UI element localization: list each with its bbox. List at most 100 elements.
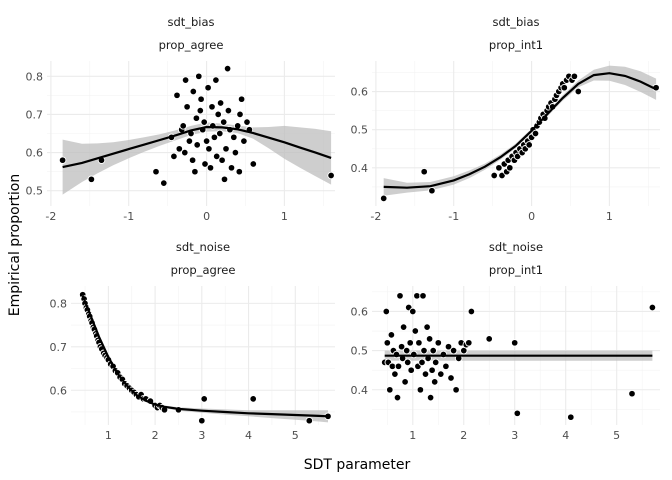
data-point [223,64,232,73]
data-point [415,339,423,347]
data-point [397,342,406,351]
data-point [387,331,396,339]
data-point [196,106,205,115]
data-point [418,358,426,367]
fit-line [81,295,329,418]
data-point [249,160,258,168]
data-point [201,160,209,168]
y-tick-label: 0.6 [351,86,369,99]
data-point [628,389,636,398]
x-tick-label: 4 [245,429,252,442]
data-point [200,118,208,126]
data-point [648,303,657,312]
strip-label-top: sdt_noise [489,240,543,254]
data-point [231,148,240,157]
data-point [240,137,248,145]
confidence-band [82,293,328,423]
data-point [428,366,436,374]
panel-4: sdt_noise prop_int1 1 2 3 4 5 0.4 0.5 0.6 [351,240,660,442]
data-point [510,339,519,347]
y-axis-title: Empirical proportion [7,174,23,316]
data-point [567,413,575,421]
data-point [205,145,213,153]
fit-line [62,125,332,169]
data-point [429,346,437,355]
x-tick-label: 0 [203,210,210,223]
data-point [160,179,168,187]
data-point [216,99,225,107]
x-tick-label: -2 [45,210,56,223]
data-point [243,118,251,126]
x-tick-label: 0 [528,210,535,223]
data-point [212,76,220,84]
y-tick-label: 0.7 [26,108,44,121]
data-point [185,137,194,145]
x-tick-label: 2 [152,429,159,442]
data-point [386,386,394,394]
y-tick-label: 0.6 [351,305,369,318]
data-point [181,76,190,84]
data-point [409,307,417,316]
data-point [410,350,418,359]
data-point [392,350,401,359]
data-point [465,339,473,347]
data-point [305,416,314,425]
data-point [388,362,397,371]
x-tick-label: 4 [562,429,569,442]
data-point [179,122,187,130]
confidence-band [383,65,657,196]
data-point [170,152,178,161]
y-tick-label: 0.6 [26,147,44,160]
data-point [393,393,402,402]
data-point [506,164,514,172]
data-point [191,167,199,176]
y-tick-label: 0.4 [351,162,369,175]
y-tick-label: 0.8 [50,297,68,310]
data-point [222,145,230,153]
data-point [152,167,160,176]
strip-label-top: sdt_noise [176,240,230,254]
data-point [467,307,476,316]
data-point [570,72,579,81]
y-tick-label: 0.5 [26,185,44,198]
data-point [416,386,425,394]
data-point [173,91,181,100]
data-point [188,156,197,164]
data-point [200,395,208,403]
data-point [87,175,96,184]
data-point [235,167,244,176]
data-point [249,395,257,403]
data-point [198,416,206,425]
data-point [227,164,236,172]
x-tick-label: 3 [198,429,205,442]
data-point [525,141,533,149]
data-point [406,339,414,347]
x-tick-label: 1 [281,210,288,223]
data-point [208,103,216,111]
y-tick-label: 0.8 [26,70,44,83]
data-point [212,152,221,161]
data-point [423,323,431,331]
x-tick-label: 1 [606,210,613,223]
data-point [447,374,455,382]
data-point [513,409,522,418]
panel-2: sdt_bias prop_int1 -2 -1 0 1 0.4 0.5 0.6 [351,15,660,223]
data-point [531,129,540,138]
strip-label-top: sdt_bias [167,15,214,29]
data-point [444,342,453,351]
data-point [401,378,409,386]
data-point [403,358,412,367]
strip-label-top: sdt_bias [492,15,539,29]
y-tick-label: 0.4 [351,384,369,397]
data-point [407,366,415,374]
data-point [181,148,189,157]
data-point [402,346,411,355]
x-tick-label: -1 [448,210,459,223]
data-point [206,164,215,172]
data-point [391,370,399,378]
data-point [382,307,391,316]
data-point [237,95,246,103]
data-point [574,87,583,96]
